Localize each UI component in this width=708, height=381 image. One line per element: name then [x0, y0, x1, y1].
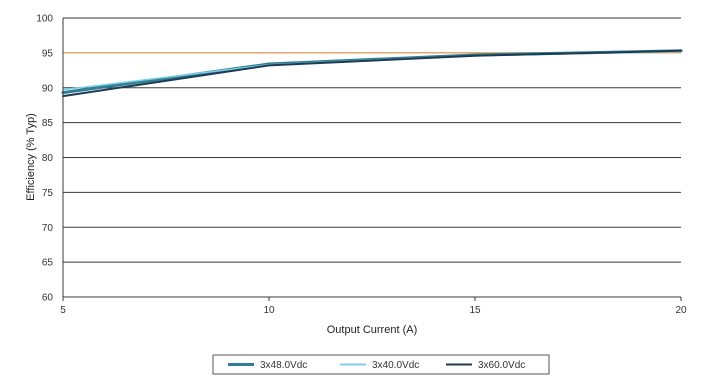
y-tick-label: 95 [42, 48, 54, 59]
y-axis-title: Efficiency (% Typ) [25, 113, 37, 201]
x-tick-label: 10 [263, 305, 275, 316]
x-tick-label: 5 [60, 305, 66, 316]
legend-box [212, 354, 550, 375]
x-axis-title: Output Current (A) [327, 324, 417, 336]
axes [62, 18, 682, 301]
y-tick-labels: 60 65 70 75 80 85 90 95 100 [36, 14, 53, 304]
series-line [62, 49, 682, 98]
x-tick-labels: 5 10 15 20 [60, 305, 687, 316]
y-tick-label: 75 [42, 188, 54, 199]
y-tick-label: 70 [42, 223, 54, 234]
y-tick-label: 90 [42, 83, 54, 94]
y-tick-label: 65 [42, 258, 54, 269]
x-tick-label: 15 [469, 305, 481, 316]
x-tick-label: 20 [675, 305, 687, 316]
y-tick-label: 85 [42, 118, 54, 129]
y-tick-label: 100 [36, 14, 53, 25]
y-tick-label: 80 [42, 153, 54, 164]
legend: 3x48.0Vdc 3x40.0Vdc 3x60.0Vdc [212, 354, 550, 375]
legend-label: 3x48.0Vdc [260, 360, 307, 371]
series-lines [61, 49, 683, 98]
y-tick-label: 60 [42, 293, 54, 304]
legend-label: 3x40.0Vdc [372, 360, 419, 371]
legend-label: 3x60.0Vdc [478, 360, 525, 371]
